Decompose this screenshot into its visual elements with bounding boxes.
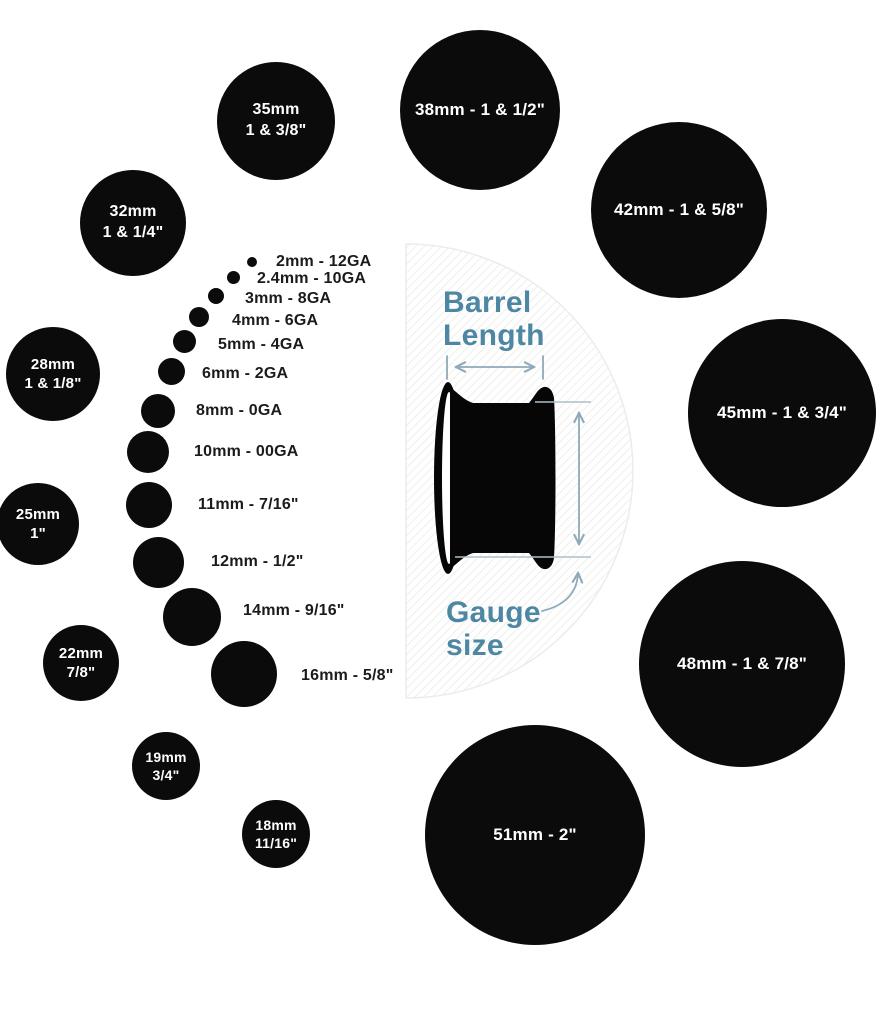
gauge-dot-label-10mm: 10mm - 00GA — [194, 443, 299, 460]
measurement-arrows — [446, 355, 579, 612]
gauge-dot-label-5mm: 5mm - 4GA — [218, 336, 305, 353]
gauge-size-label-line1: Gauge — [446, 596, 541, 629]
plug-illustration — [434, 382, 556, 574]
size-circle-25mm: 25mm 1" — [0, 483, 79, 565]
gauge-dot-label-6mm: 6mm - 2GA — [202, 365, 289, 382]
plug-body — [450, 386, 556, 570]
gauge-dot-16mm — [211, 641, 277, 707]
barrel-length-label-line1: Barrel — [443, 286, 532, 319]
gauge-dot-4mm — [189, 307, 209, 327]
size-circle-45mm: 45mm - 1 & 3/4" — [688, 319, 876, 507]
size-circle-18mm: 18mm 11/16" — [242, 800, 310, 868]
barrel-length-label: Barrel Length — [443, 286, 545, 352]
gauge-dot-label-16mm: 16mm - 5/8" — [301, 667, 394, 684]
gauge-dot-12mm — [132, 536, 184, 588]
gauge-dot-label-4mm: 4mm - 6GA — [232, 312, 319, 329]
size-circle-28mm: 28mm 1 & 1/8" — [6, 327, 100, 421]
barrel-length-label-line2: Length — [443, 319, 545, 352]
size-circle-22mm: 22mm 7/8" — [43, 625, 119, 701]
gauge-dot-label-8mm: 8mm - 0GA — [196, 402, 283, 419]
size-circle-19mm: 19mm 3/4" — [132, 732, 200, 800]
size-circle-32mm: 32mm 1 & 1/4" — [80, 170, 186, 276]
gauge-dot-6mm — [157, 357, 185, 385]
gauge-dot-label-12mm: 12mm - 1/2" — [211, 553, 304, 570]
measurement-lines — [455, 401, 591, 558]
size-circle-35mm: 35mm 1 & 3/8" — [217, 62, 335, 180]
size-circle-48mm: 48mm - 1 & 7/8" — [639, 561, 845, 767]
gauge-dot-label-3mm: 3mm - 8GA — [245, 290, 332, 307]
gauge-size-label-line2: size — [446, 629, 504, 662]
gauge-dot-label-2mm: 2mm - 12GA — [276, 253, 372, 270]
gauge-dot-label-11mm: 11mm - 7/16" — [198, 496, 299, 513]
gauge-dot-14mm — [163, 588, 221, 646]
size-circle-51mm: 51mm - 2" — [425, 725, 645, 945]
gauge-dot-2mm — [247, 257, 257, 267]
gauge-size-label: Gauge size — [446, 596, 541, 662]
gauge-dot-8mm — [141, 394, 175, 428]
gauge-dot-5mm — [172, 329, 196, 353]
gauge-dot-11mm — [126, 482, 172, 528]
gauge-dot-10mm — [127, 431, 169, 473]
gauge-dot-2.4mm — [226, 270, 240, 284]
gauge-dot-label-2.4mm: 2.4mm - 10GA — [257, 270, 367, 287]
size-circle-38mm: 38mm - 1 & 1/2" — [400, 30, 560, 190]
gauge-pointer-arrow — [541, 574, 578, 612]
gauge-dot-label-14mm: 14mm - 9/16" — [243, 602, 345, 619]
gauge-dot-3mm — [208, 288, 224, 304]
size-circle-42mm: 42mm - 1 & 5/8" — [591, 122, 767, 298]
